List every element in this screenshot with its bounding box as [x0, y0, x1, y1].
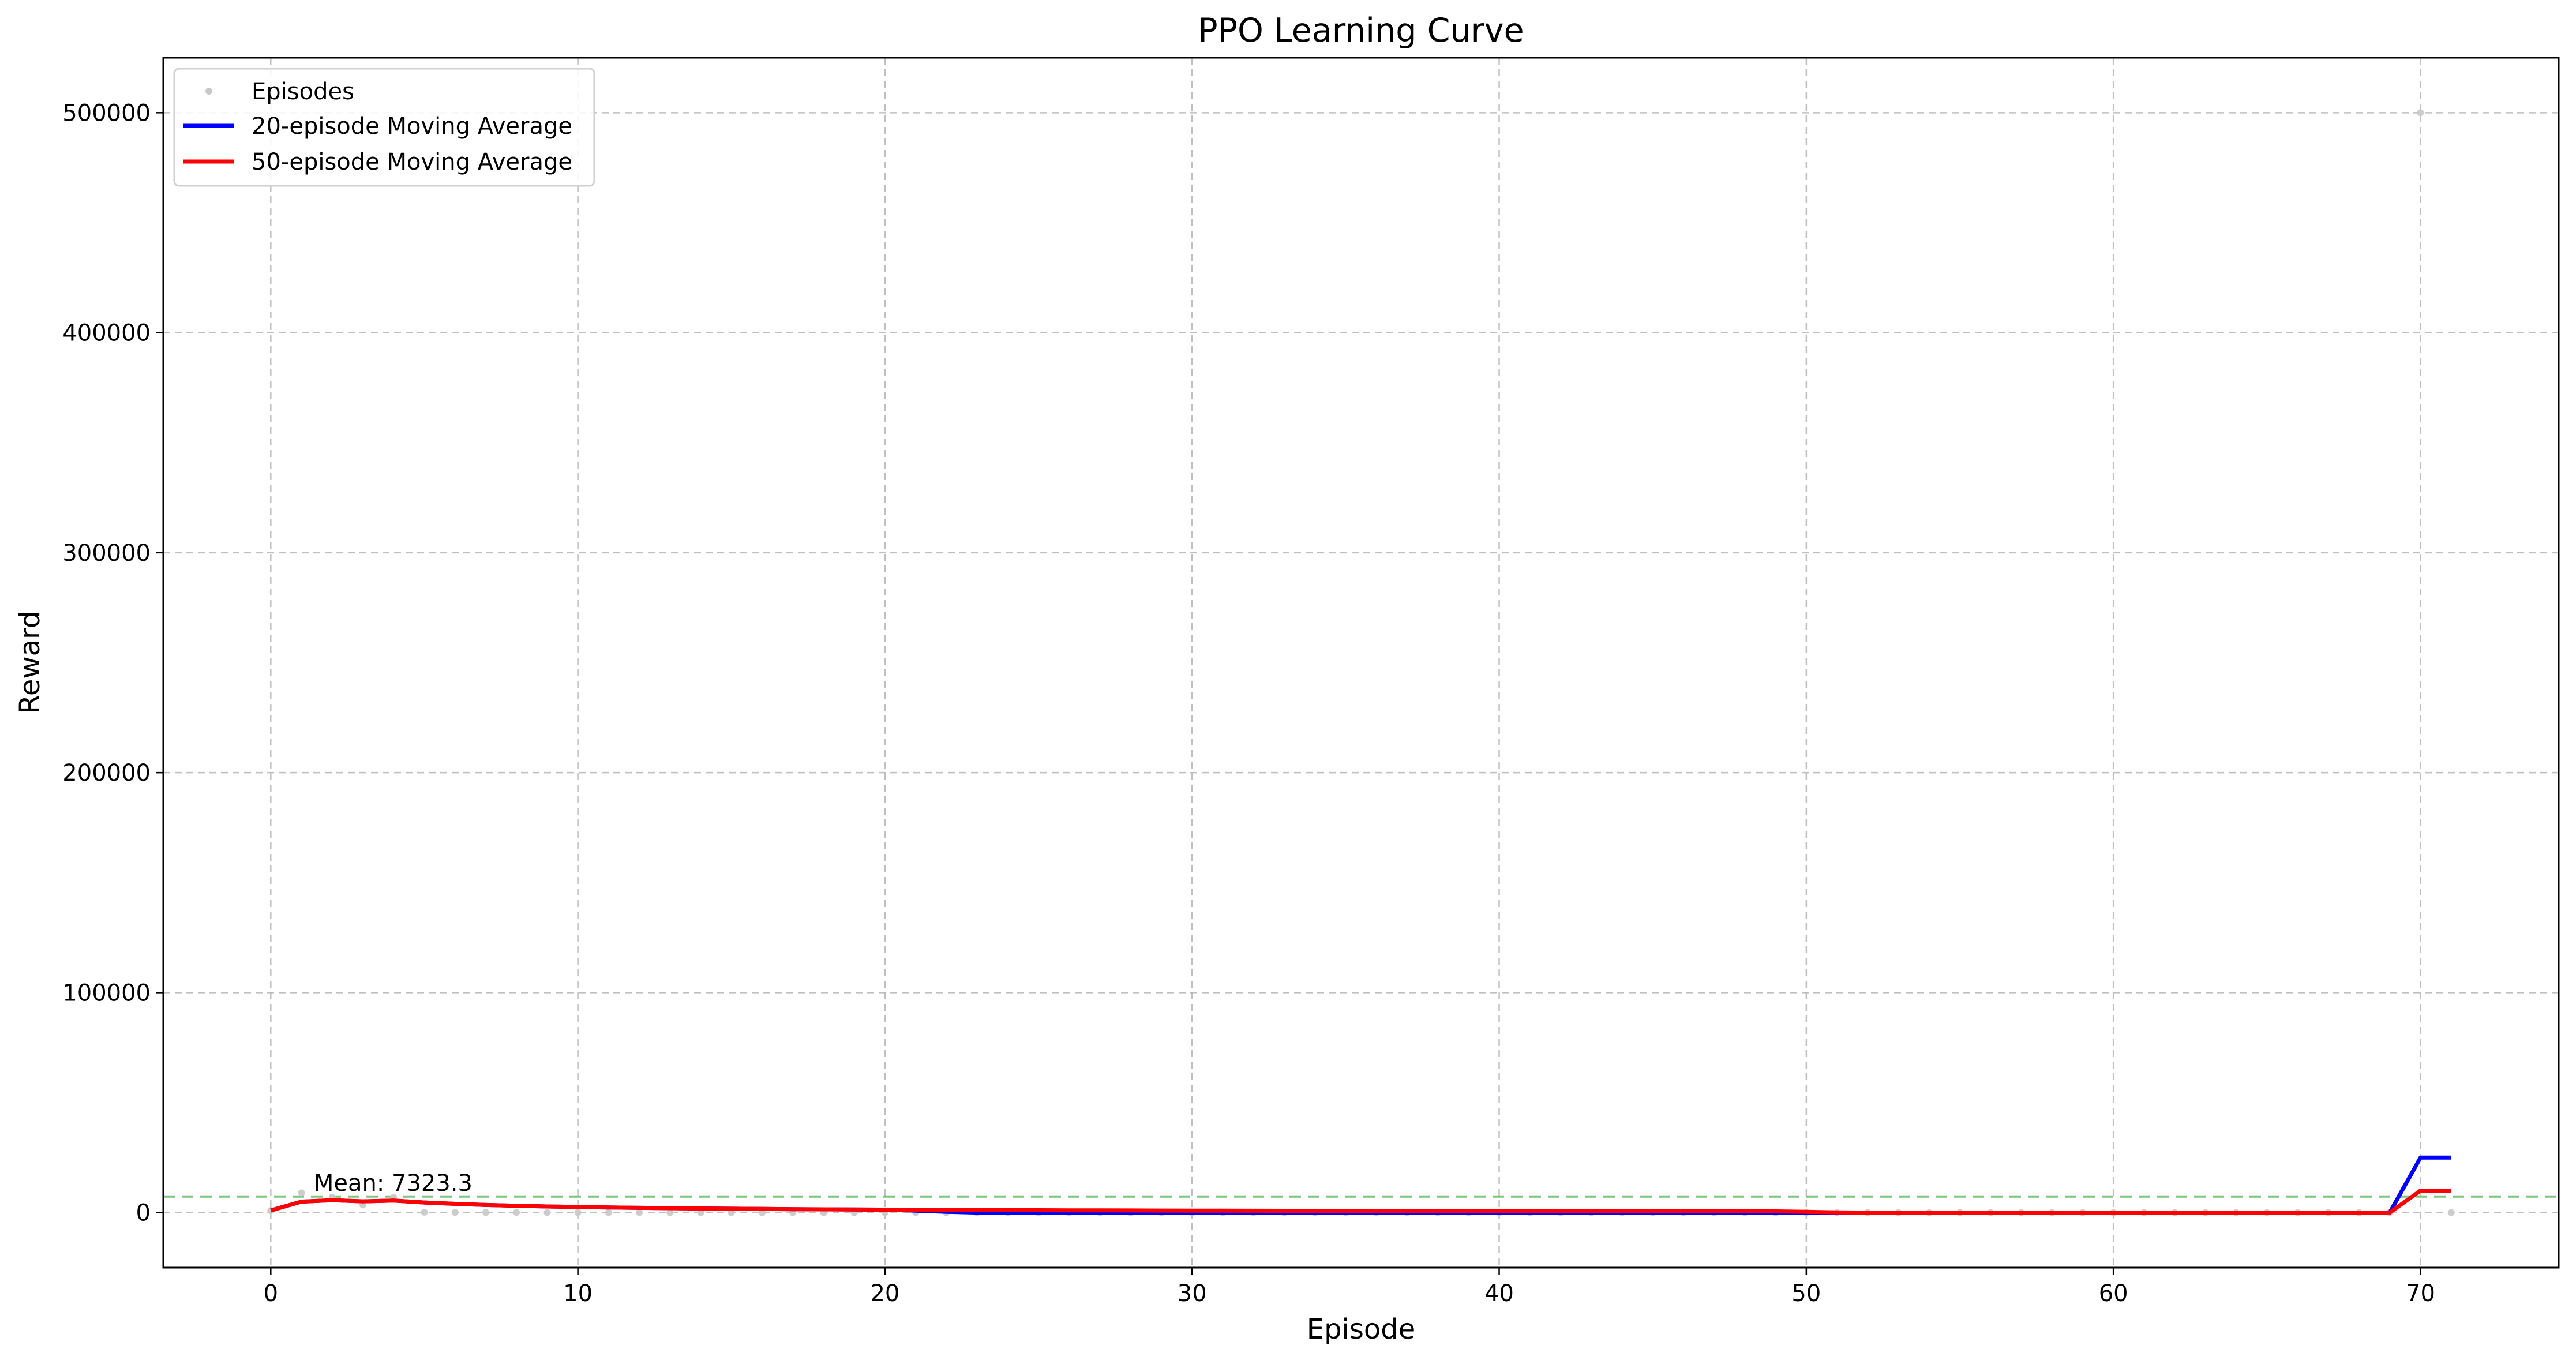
- legend-label-ma20: 20-episode Moving Average: [252, 113, 572, 140]
- episode-point: [574, 1209, 582, 1216]
- mean-annotation: Mean: 7323.3: [314, 1170, 473, 1197]
- legend-box: [173, 68, 595, 187]
- episode-point: [2417, 109, 2424, 117]
- x-tick-label: 30: [1178, 1280, 1207, 1307]
- y-tick-label: 300000: [62, 540, 151, 567]
- x-tick-label: 0: [264, 1280, 278, 1307]
- x-tick-label: 60: [2099, 1280, 2128, 1307]
- series-line-50-episode-moving-average: [270, 1189, 2451, 1215]
- legend-label-episodes: Episodes: [252, 78, 354, 105]
- legend-marker-episodes: [205, 88, 212, 95]
- axis-ticks: 0 10 20 30 40 50 60 70 0 100000 200000 300000 400000…: [62, 100, 2435, 1307]
- x-tick-label: 40: [1484, 1280, 1514, 1307]
- episode-point: [666, 1209, 674, 1216]
- episode-point: [451, 1209, 459, 1216]
- episode-point: [697, 1209, 704, 1216]
- y-axis-label: Reward: [14, 611, 46, 714]
- y-tick-label: 100000: [62, 980, 151, 1006]
- episode-point: [636, 1209, 643, 1216]
- episode-point: [482, 1209, 489, 1216]
- legend-label-ma50: 50-episode Moving Average: [252, 149, 572, 175]
- x-axis-label: Episode: [1307, 1313, 1416, 1346]
- x-tick-label: 10: [563, 1280, 593, 1307]
- legend: Episodes 20-episode Moving Average 50-ep…: [173, 68, 595, 187]
- episode-point: [2447, 1209, 2455, 1216]
- episode-point: [605, 1209, 612, 1216]
- episode-point: [543, 1209, 551, 1216]
- chart-title: PPO Learning Curve: [1198, 12, 1524, 50]
- y-tick-label: 200000: [62, 760, 151, 786]
- x-tick-label: 50: [1791, 1280, 1821, 1307]
- episode-point: [421, 1208, 428, 1216]
- x-tick-label: 20: [870, 1280, 899, 1307]
- y-tick-label: 400000: [62, 320, 151, 347]
- x-tick-label: 70: [2406, 1280, 2435, 1307]
- episode-point: [728, 1209, 735, 1216]
- plot-data: [267, 109, 2455, 1216]
- episode-point: [298, 1189, 305, 1197]
- y-tick-label: 0: [136, 1200, 151, 1227]
- y-tick-label: 500000: [62, 100, 151, 126]
- episode-point: [513, 1209, 520, 1216]
- plot-frame: [162, 57, 2560, 1269]
